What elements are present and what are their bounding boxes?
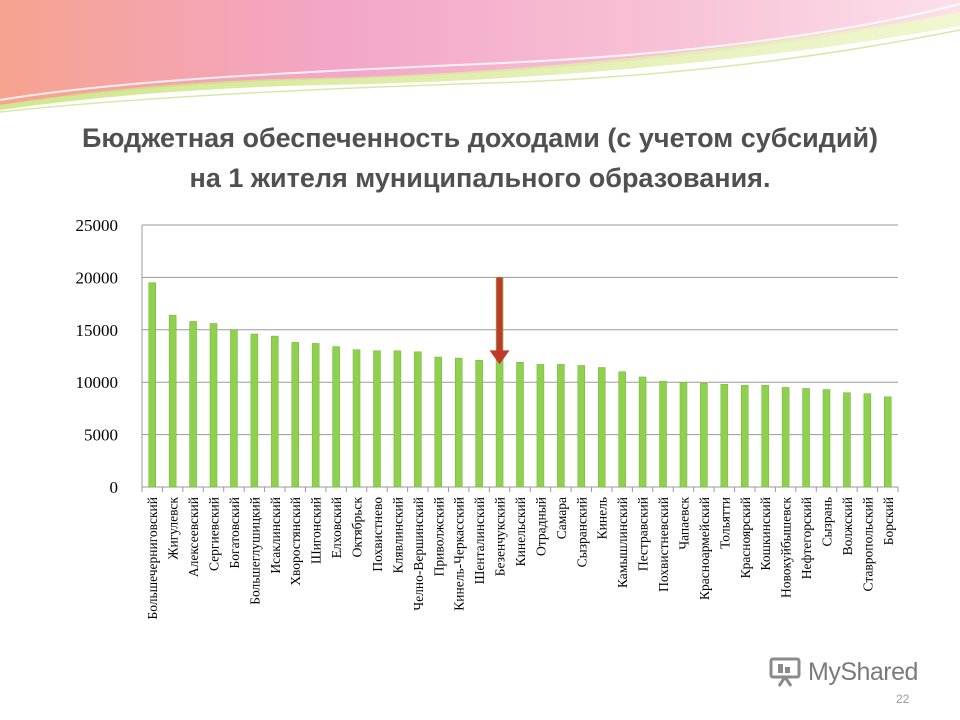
x-tick-label: Похвистневский: [656, 497, 671, 592]
x-tick-label: Большеглушицкий: [247, 497, 262, 605]
bar: [475, 359, 483, 488]
x-tick-label: Ставропольский: [860, 497, 875, 591]
slide-title: Бюджетная обеспеченность доходами (с уче…: [0, 118, 960, 198]
x-tick-label: Тольятти: [717, 497, 732, 549]
bar-chart: 0 5000 10000 15000 20000 25000 Большечернигов…: [76, 216, 899, 620]
bar: [414, 351, 422, 488]
x-tick-label: Сызранский: [574, 497, 589, 567]
x-tick-label: Красноярский: [738, 497, 753, 578]
y-tick-label: 20000: [76, 268, 119, 287]
x-tick-label: Шигонский: [309, 497, 324, 564]
down-arrow-icon: [489, 350, 510, 365]
bar: [720, 384, 729, 488]
bar: [271, 335, 279, 488]
arrow-shaft: [496, 277, 503, 353]
bars: [148, 277, 892, 488]
x-tick-label: Кинель-Черкасский: [452, 497, 467, 611]
title-line-2: на 1 жителя муниципального образования.: [189, 163, 771, 193]
bar: [291, 342, 299, 488]
bar: [781, 387, 790, 488]
bar: [209, 323, 218, 488]
logo-text: MyShared: [808, 657, 918, 686]
x-tick-label: Красноармейский: [697, 497, 712, 600]
x-tick-label: Кошкинский: [758, 497, 773, 571]
x-tick-label: Чапаевск: [676, 497, 691, 550]
bar: [679, 381, 688, 488]
bar: [863, 393, 872, 488]
myshared-logo: MyShared: [768, 656, 918, 688]
bar: [352, 349, 361, 488]
x-tick-label: Октябрьск: [350, 497, 365, 558]
x-tick-label: Отрадный: [533, 497, 548, 556]
x-tick-label: Богатовский: [227, 497, 242, 568]
bar: [148, 282, 156, 488]
bar: [454, 357, 463, 488]
bar: [822, 389, 831, 488]
bar: [802, 388, 810, 488]
x-tick-label: Нефтегорский: [799, 497, 814, 579]
x-tick-label: Жигулевск: [166, 497, 181, 560]
y-tick-label: 25000: [76, 216, 119, 235]
y-tick-label: 0: [110, 478, 119, 497]
bar: [516, 362, 524, 488]
bar: [332, 346, 340, 488]
x-tick-label: Исаклинский: [268, 497, 283, 574]
bar: [638, 376, 647, 488]
x-tick-label: Самара: [554, 497, 569, 539]
highlight-marker: [489, 277, 510, 365]
bar: [250, 333, 259, 488]
bar: [741, 385, 749, 488]
bar: [230, 329, 238, 488]
page-number: 22: [896, 692, 910, 706]
x-tick-label: Клявлинский: [390, 497, 405, 573]
grid-lines: [141, 224, 899, 492]
x-tick-label: Новокуйбышевск: [779, 497, 794, 598]
bar: [577, 365, 586, 488]
bar: [597, 367, 606, 488]
y-axis-ticks: 0 5000 10000 15000 20000 25000: [76, 216, 119, 497]
x-tick-label: Алексеевский: [186, 497, 201, 577]
bar: [393, 350, 402, 488]
y-tick-label: 15000: [76, 321, 119, 340]
bar: [761, 385, 769, 488]
bar: [434, 356, 443, 488]
x-tick-label: Борский: [881, 497, 896, 545]
x-tick-label: Пестравский: [636, 497, 651, 571]
y-tick-label: 10000: [76, 373, 119, 392]
x-tick-label: Большечерниговский: [145, 497, 160, 620]
x-tick-label: Похвистнево: [370, 497, 385, 572]
bar: [659, 380, 667, 488]
presentation-icon: [769, 657, 801, 687]
x-tick-label: Челно-Вершинский: [411, 497, 426, 611]
bar: [700, 382, 708, 488]
x-tick-label: Приволжский: [431, 497, 446, 576]
x-tick-label: Елховский: [329, 497, 344, 558]
x-tick-label: Сызрань: [819, 497, 834, 547]
x-tick-label: Волжский: [840, 497, 855, 555]
x-tick-label: Безенчукский: [493, 497, 508, 576]
bar: [373, 350, 381, 488]
bar: [168, 314, 177, 488]
bar: [843, 392, 851, 488]
title-line-1: Бюджетная обеспеченность доходами (с уче…: [81, 123, 879, 153]
bar: [884, 396, 892, 488]
x-tick-label: Кинель: [595, 497, 610, 539]
bar: [536, 364, 545, 488]
bar: [495, 277, 504, 488]
x-tick-label: Кинельский: [513, 497, 528, 566]
bar: [189, 321, 197, 488]
y-tick-label: 5000: [84, 426, 118, 445]
bar: [311, 343, 320, 488]
bar: [618, 371, 626, 488]
x-tick-label: Сергиевский: [207, 497, 222, 571]
header-decoration: [0, 0, 960, 113]
x-tick-label: Хворостянский: [288, 497, 303, 586]
bar: [557, 364, 565, 488]
x-tick-label: Шенталинский: [472, 497, 487, 584]
x-tick-label: Камышлинский: [615, 497, 630, 588]
x-axis-labels: Большечерниговский Жигулевск Алексеевский С…: [145, 497, 896, 620]
